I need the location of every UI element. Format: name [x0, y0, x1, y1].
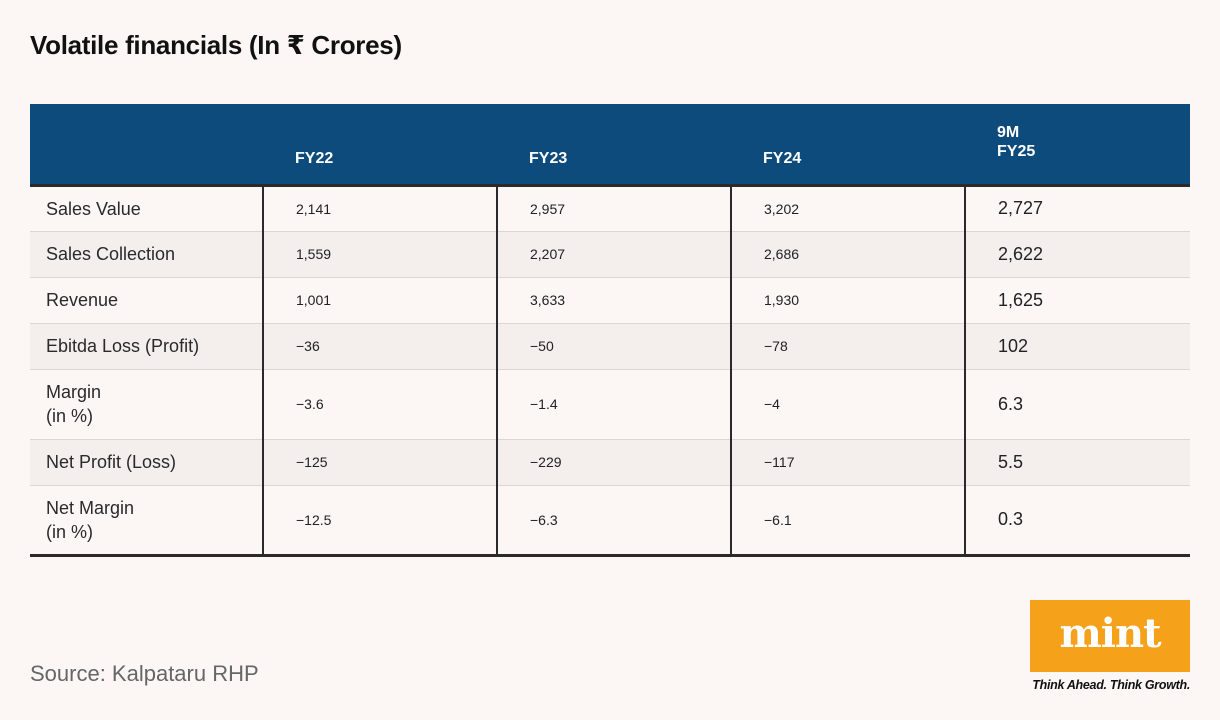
table-cell: −6.1 [730, 485, 965, 555]
table-cell: −12.5 [262, 485, 497, 555]
column-header-fy23: FY23 [529, 150, 568, 167]
table-row: Ebitda Loss (Profit) −36 −50 −78 102 [30, 323, 1190, 369]
column-header-fy22: FY22 [295, 150, 334, 167]
table-cell: 102 [964, 323, 1190, 369]
table-cell: −1.4 [496, 369, 731, 439]
table-row: Margin (in %) −3.6 −1.4 −4 6.3 [30, 369, 1190, 439]
table-cell: −117 [730, 439, 965, 485]
row-label-line: Net Margin [46, 497, 135, 518]
table-cell: 2,622 [964, 231, 1190, 277]
row-label: Ebitda Loss (Profit) [30, 323, 263, 369]
table-cell: 2,141 [262, 185, 497, 231]
table-body: Sales Value 2,141 2,957 3,202 2,727 Sales Col… [30, 185, 1190, 555]
table-cell: 2,686 [730, 231, 965, 277]
table-cell: 1,559 [262, 231, 497, 277]
table-cell: 2,727 [964, 185, 1190, 231]
column-header-9m-fy25-line2: FY25 [997, 143, 1036, 160]
table-cell: 2,957 [496, 185, 731, 231]
table-row: Sales Value 2,141 2,957 3,202 2,727 [30, 185, 1190, 231]
source-note: Source: Kalpataru RHP [30, 661, 259, 686]
table-row: Sales Collection 1,559 2,207 2,686 2,622 [30, 231, 1190, 277]
table-cell: 1,001 [262, 277, 497, 323]
table-cell: 3,633 [496, 277, 731, 323]
table-row: Revenue 1,001 3,633 1,930 1,625 [30, 277, 1190, 323]
table-row: Net Margin (in %) −12.5 −6.3 −6.1 0.3 [30, 485, 1190, 555]
table-cell: −50 [496, 323, 731, 369]
row-label-line: Ebitda Loss (Profit) [46, 336, 200, 356]
table-cell: −36 [262, 323, 497, 369]
row-label-line: Margin [46, 382, 102, 402]
table-cell: 5.5 [964, 439, 1190, 485]
row-label-line: (in %) [46, 406, 94, 426]
table-cell: 3,202 [730, 185, 965, 231]
table-cell: −125 [262, 439, 497, 485]
row-label: Sales Collection [30, 231, 263, 277]
table-header-row: FY22 FY23 FY24 9M FY25 [30, 104, 1190, 185]
row-label: Margin (in %) [30, 369, 263, 439]
table-cell: 1,625 [964, 277, 1190, 323]
chart-title: Volatile financials (In ₹ Crores) [30, 30, 402, 60]
table-cell: −4 [730, 369, 965, 439]
financials-table: FY22 FY23 FY24 9M FY25 Sales Value 2,141 2… [30, 104, 1190, 557]
table-cell: 6.3 [964, 369, 1190, 439]
row-label-line: Sales Value [46, 198, 141, 219]
column-header-9m-fy25-line1: 9M [997, 124, 1020, 141]
table-cell: −229 [496, 439, 731, 485]
row-label-line: (in %) [46, 521, 94, 542]
table-row: Net Profit (Loss) −125 −229 −117 5.5 [30, 439, 1190, 485]
table-cell: −6.3 [496, 485, 731, 555]
row-label: Net Margin (in %) [30, 485, 263, 555]
table-cell: −78 [730, 323, 965, 369]
mint-logo: mint [1030, 600, 1190, 672]
column-header-fy24: FY24 [763, 150, 802, 167]
table-cell: −3.6 [262, 369, 497, 439]
logo-text: mint [1059, 609, 1161, 657]
row-label: Net Profit (Loss) [30, 439, 263, 485]
table-cell: 1,930 [730, 277, 965, 323]
table-cell: 2,207 [496, 231, 731, 277]
row-label-line: Net Profit (Loss) [46, 452, 177, 472]
row-label-line: Sales Collection [46, 244, 176, 264]
row-label-line: Revenue [46, 290, 119, 310]
table-cell: 0.3 [964, 485, 1190, 555]
row-label: Sales Value [30, 185, 263, 231]
column-header-9m-fy25: 9M FY25 [965, 104, 1190, 185]
row-label: Revenue [30, 277, 263, 323]
column-header-label [30, 104, 263, 185]
logo-tagline: Think Ahead. Think Growth. [1032, 678, 1190, 692]
